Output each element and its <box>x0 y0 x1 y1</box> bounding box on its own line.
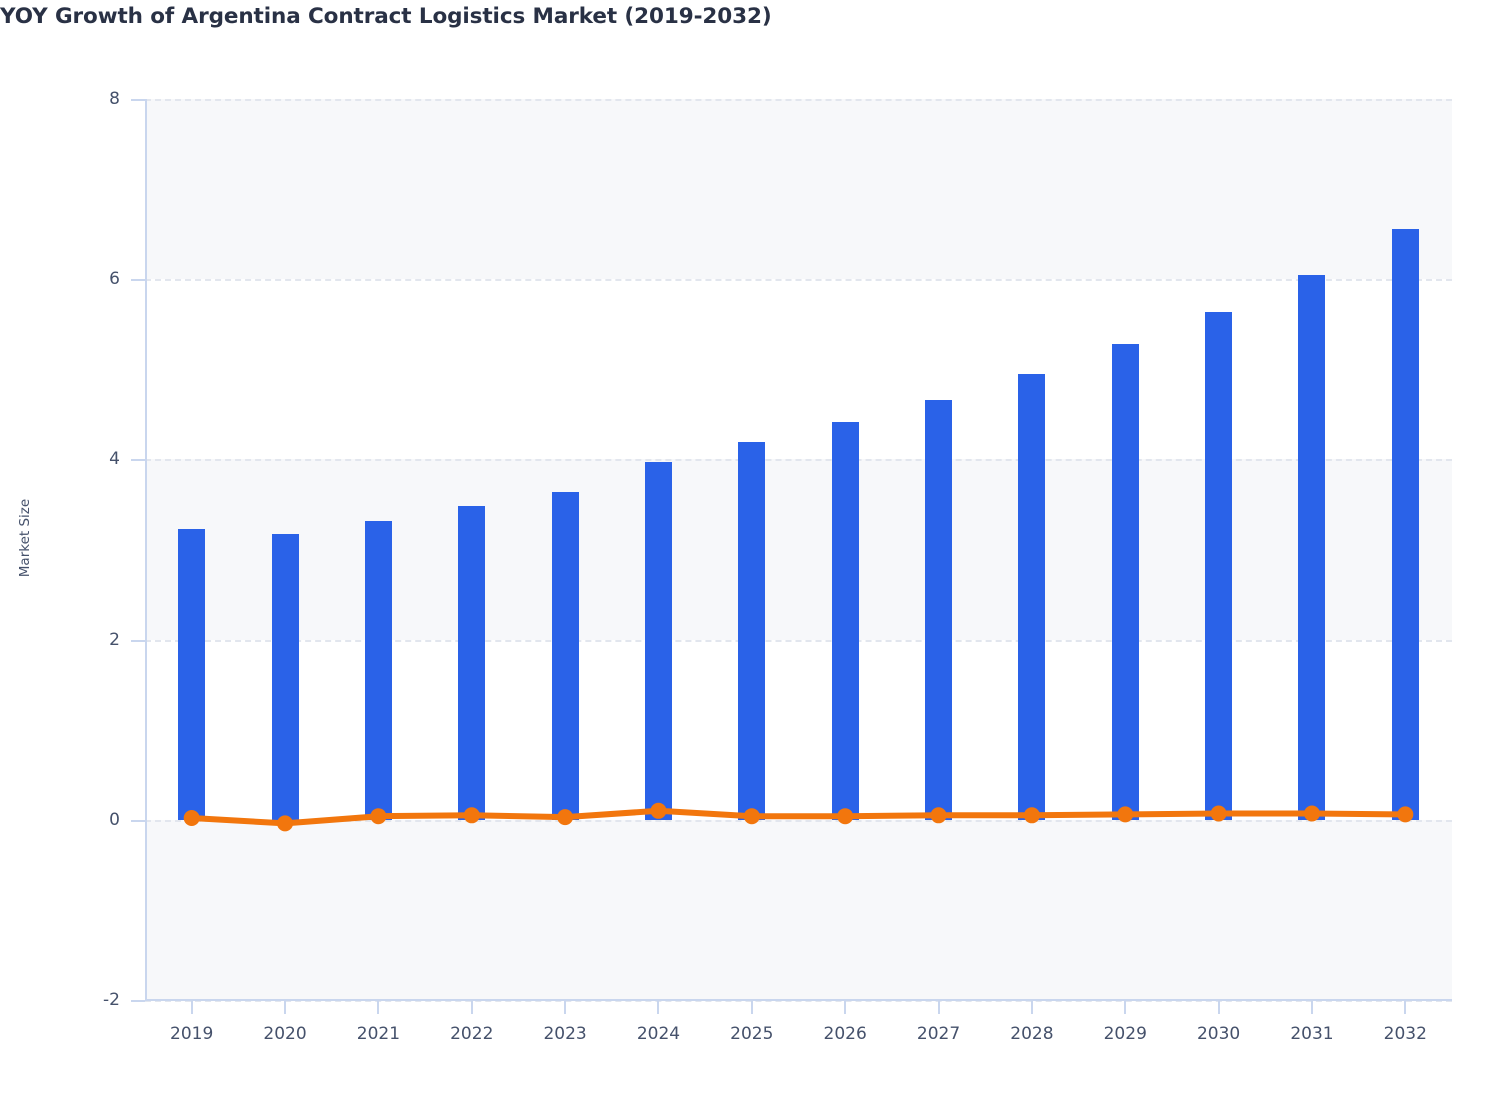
plot-area <box>145 99 1452 1002</box>
bar[interactable] <box>458 506 486 820</box>
x-tick-mark <box>284 1001 287 1014</box>
x-tick-label: 2026 <box>823 1024 867 1044</box>
x-tick-label: 2032 <box>1383 1024 1427 1044</box>
gridline <box>145 639 1452 642</box>
bar[interactable] <box>551 491 579 820</box>
x-tick-mark <box>470 1001 473 1014</box>
x-tick-mark <box>937 1001 940 1014</box>
x-tick-label: 2022 <box>450 1024 494 1044</box>
gridline <box>145 279 1452 282</box>
gridline <box>145 819 1452 822</box>
x-tick-label: 2024 <box>636 1024 681 1044</box>
bar[interactable] <box>1111 344 1139 820</box>
bar[interactable] <box>1391 228 1419 820</box>
y-tick-label: 8 <box>109 89 120 109</box>
x-tick-mark <box>377 1001 380 1014</box>
x-axis-line <box>145 999 1452 1001</box>
x-tick-mark <box>564 1001 567 1014</box>
y-tick-label: 6 <box>109 269 120 290</box>
x-tick-mark <box>1310 1001 1313 1014</box>
y-tick-label: 2 <box>109 629 120 650</box>
x-tick-label: 2021 <box>356 1024 401 1044</box>
y-tick-mark <box>131 819 145 822</box>
y-tick-mark <box>131 1000 145 1002</box>
x-tick-mark <box>1404 1001 1407 1014</box>
bar[interactable] <box>738 442 766 820</box>
y-axis-title: Market Size <box>17 498 33 578</box>
x-tick-label: 2027 <box>916 1024 961 1044</box>
x-tick-label: 2029 <box>1103 1024 1147 1044</box>
bar[interactable] <box>364 520 392 820</box>
bar[interactable] <box>1298 274 1326 820</box>
x-tick-mark <box>1217 1001 1220 1014</box>
plot-band <box>145 819 1452 1000</box>
y-tick-mark <box>131 459 145 462</box>
gridline <box>145 1000 1452 1002</box>
x-tick-label: 2030 <box>1196 1024 1241 1044</box>
x-tick-mark <box>657 1001 660 1014</box>
bar[interactable] <box>925 399 953 820</box>
y-tick-label: -2 <box>103 990 120 1010</box>
x-tick-mark <box>190 1001 193 1014</box>
gridline <box>145 459 1452 462</box>
plot-band <box>145 459 1452 640</box>
bar[interactable] <box>271 534 299 820</box>
bar[interactable] <box>178 528 206 820</box>
x-tick-mark <box>844 1001 847 1014</box>
gridline <box>145 99 1452 101</box>
y-tick-mark <box>131 639 145 642</box>
x-tick-mark <box>1124 1001 1127 1014</box>
y-tick-label: 0 <box>109 809 120 830</box>
x-tick-label: 2020 <box>263 1024 307 1044</box>
bar[interactable] <box>1018 373 1046 820</box>
x-tick-mark <box>750 1001 753 1014</box>
chart-title: YOY Growth of Argentina Contract Logisti… <box>0 4 772 29</box>
x-tick-label: 2031 <box>1290 1024 1334 1044</box>
x-tick-label: 2019 <box>170 1024 214 1044</box>
y-axis-line <box>145 99 147 1000</box>
x-tick-label: 2023 <box>543 1024 587 1044</box>
bar[interactable] <box>1205 311 1233 820</box>
y-tick-mark <box>131 99 145 101</box>
x-tick-label: 2028 <box>1010 1024 1054 1044</box>
bar[interactable] <box>644 462 672 820</box>
bar[interactable] <box>831 422 859 820</box>
x-tick-mark <box>1030 1001 1033 1014</box>
y-tick-label: 4 <box>109 449 120 470</box>
plot-band <box>145 99 1452 280</box>
x-tick-label: 2025 <box>730 1024 774 1044</box>
y-tick-mark <box>131 279 145 282</box>
